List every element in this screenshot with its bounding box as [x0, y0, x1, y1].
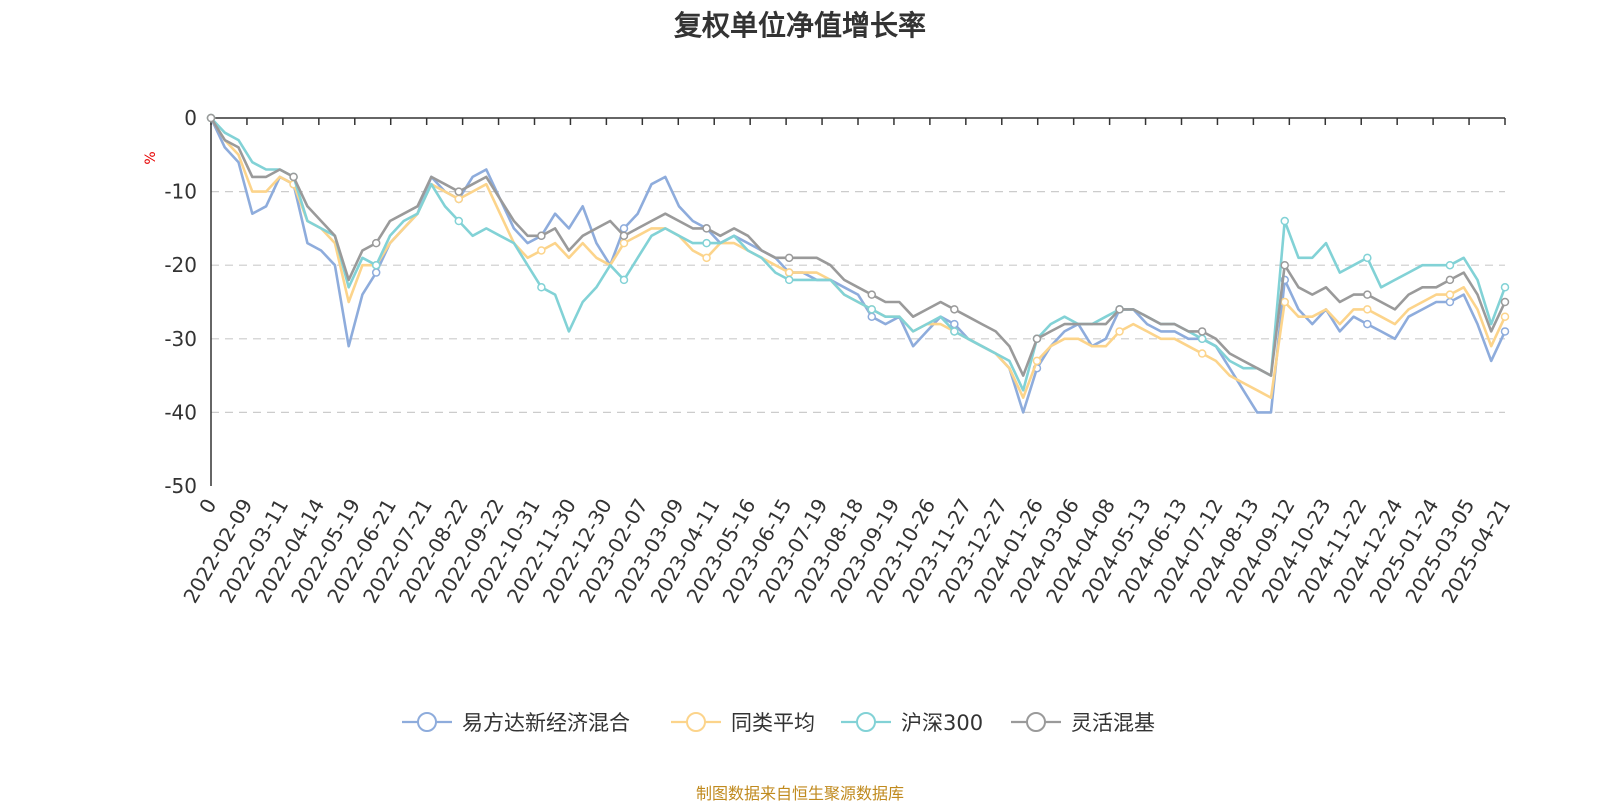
- series-point: [950, 327, 959, 336]
- y-axis-label: %: [143, 151, 159, 164]
- legend-layer: 易方达新经济混合 同类平均 沪深300 灵活混基: [402, 711, 1155, 735]
- series-point: [702, 224, 711, 233]
- y-tick-label: -30: [164, 327, 197, 351]
- legend-marker-icon: [417, 712, 437, 732]
- series-point: [537, 231, 546, 241]
- x-tick-label: 0: [194, 495, 221, 518]
- series-layer: [206, 113, 1510, 414]
- footnote: 制图数据来自恒生聚源数据库: [695, 784, 904, 803]
- legend-item: 灵活混基: [1011, 711, 1155, 735]
- y-tick-label: -10: [164, 180, 197, 204]
- series-point: [702, 238, 711, 248]
- series-point: [950, 305, 959, 314]
- series-point: [1363, 319, 1372, 329]
- series-point: [619, 275, 629, 285]
- series-point: [784, 275, 794, 285]
- series-point: [371, 238, 381, 248]
- series-point: [784, 268, 794, 277]
- legend-label: 沪深300: [901, 711, 983, 735]
- series-point: [206, 113, 216, 123]
- series-point: [454, 194, 464, 204]
- series-point: [1500, 312, 1510, 321]
- series-point: [371, 268, 381, 277]
- series-point: [1500, 327, 1510, 336]
- series-point: [1445, 297, 1455, 307]
- series-point: [289, 172, 298, 182]
- series-point: [1280, 216, 1289, 226]
- series-point: [1280, 297, 1289, 307]
- series-point: [1500, 283, 1510, 292]
- series-point: [1115, 327, 1124, 336]
- legend-label: 同类平均: [731, 711, 815, 735]
- series-point: [867, 305, 877, 314]
- legend-item: 同类平均: [671, 711, 815, 735]
- series-line: [209, 117, 1507, 377]
- legend-item: 易方达新经济混合: [402, 711, 630, 735]
- y-tick-label: -50: [164, 474, 197, 498]
- series-point: [1197, 349, 1207, 358]
- series-point: [867, 312, 877, 321]
- series-point: [537, 283, 546, 292]
- legend-label: 易方达新经济混合: [462, 711, 630, 735]
- y-tick-label: -40: [164, 400, 197, 424]
- series-point: [1032, 356, 1042, 366]
- series-point: [867, 290, 877, 299]
- legend-marker-icon: [856, 712, 876, 732]
- legend-marker-icon: [686, 712, 706, 732]
- y-tick-label: -20: [164, 253, 197, 277]
- series-point: [1363, 290, 1372, 299]
- series-point: [1445, 290, 1455, 299]
- legend-marker-icon: [1026, 712, 1046, 732]
- series-point: [1032, 334, 1042, 344]
- series-point: [1280, 260, 1289, 270]
- series-point: [702, 253, 711, 263]
- series-point: [371, 260, 381, 270]
- legend-label: 灵活混基: [1071, 711, 1155, 735]
- series-point: [1445, 260, 1455, 270]
- series-point: [950, 319, 959, 329]
- series-line: [210, 117, 1507, 392]
- series-point: [1197, 334, 1207, 344]
- chart-title: 复权单位净值增长率: [673, 9, 926, 42]
- series-point: [1115, 305, 1124, 314]
- series-point: [619, 238, 629, 248]
- series-point: [784, 253, 794, 263]
- series-point: [1445, 275, 1455, 285]
- series-point: [619, 224, 629, 233]
- series-point: [619, 231, 629, 241]
- series-point: [1500, 297, 1510, 307]
- axis-layer: 0-10-20-30-40-50%02022-02-092022-03-1120…: [143, 106, 1515, 607]
- legend-item: 沪深300: [841, 711, 983, 735]
- y-tick-label: 0: [184, 106, 197, 130]
- series-point: [537, 246, 546, 255]
- series-point: [1197, 327, 1207, 336]
- series-point: [454, 187, 464, 196]
- series-point: [454, 216, 464, 226]
- series-point: [1363, 253, 1372, 263]
- series-point: [1363, 305, 1372, 314]
